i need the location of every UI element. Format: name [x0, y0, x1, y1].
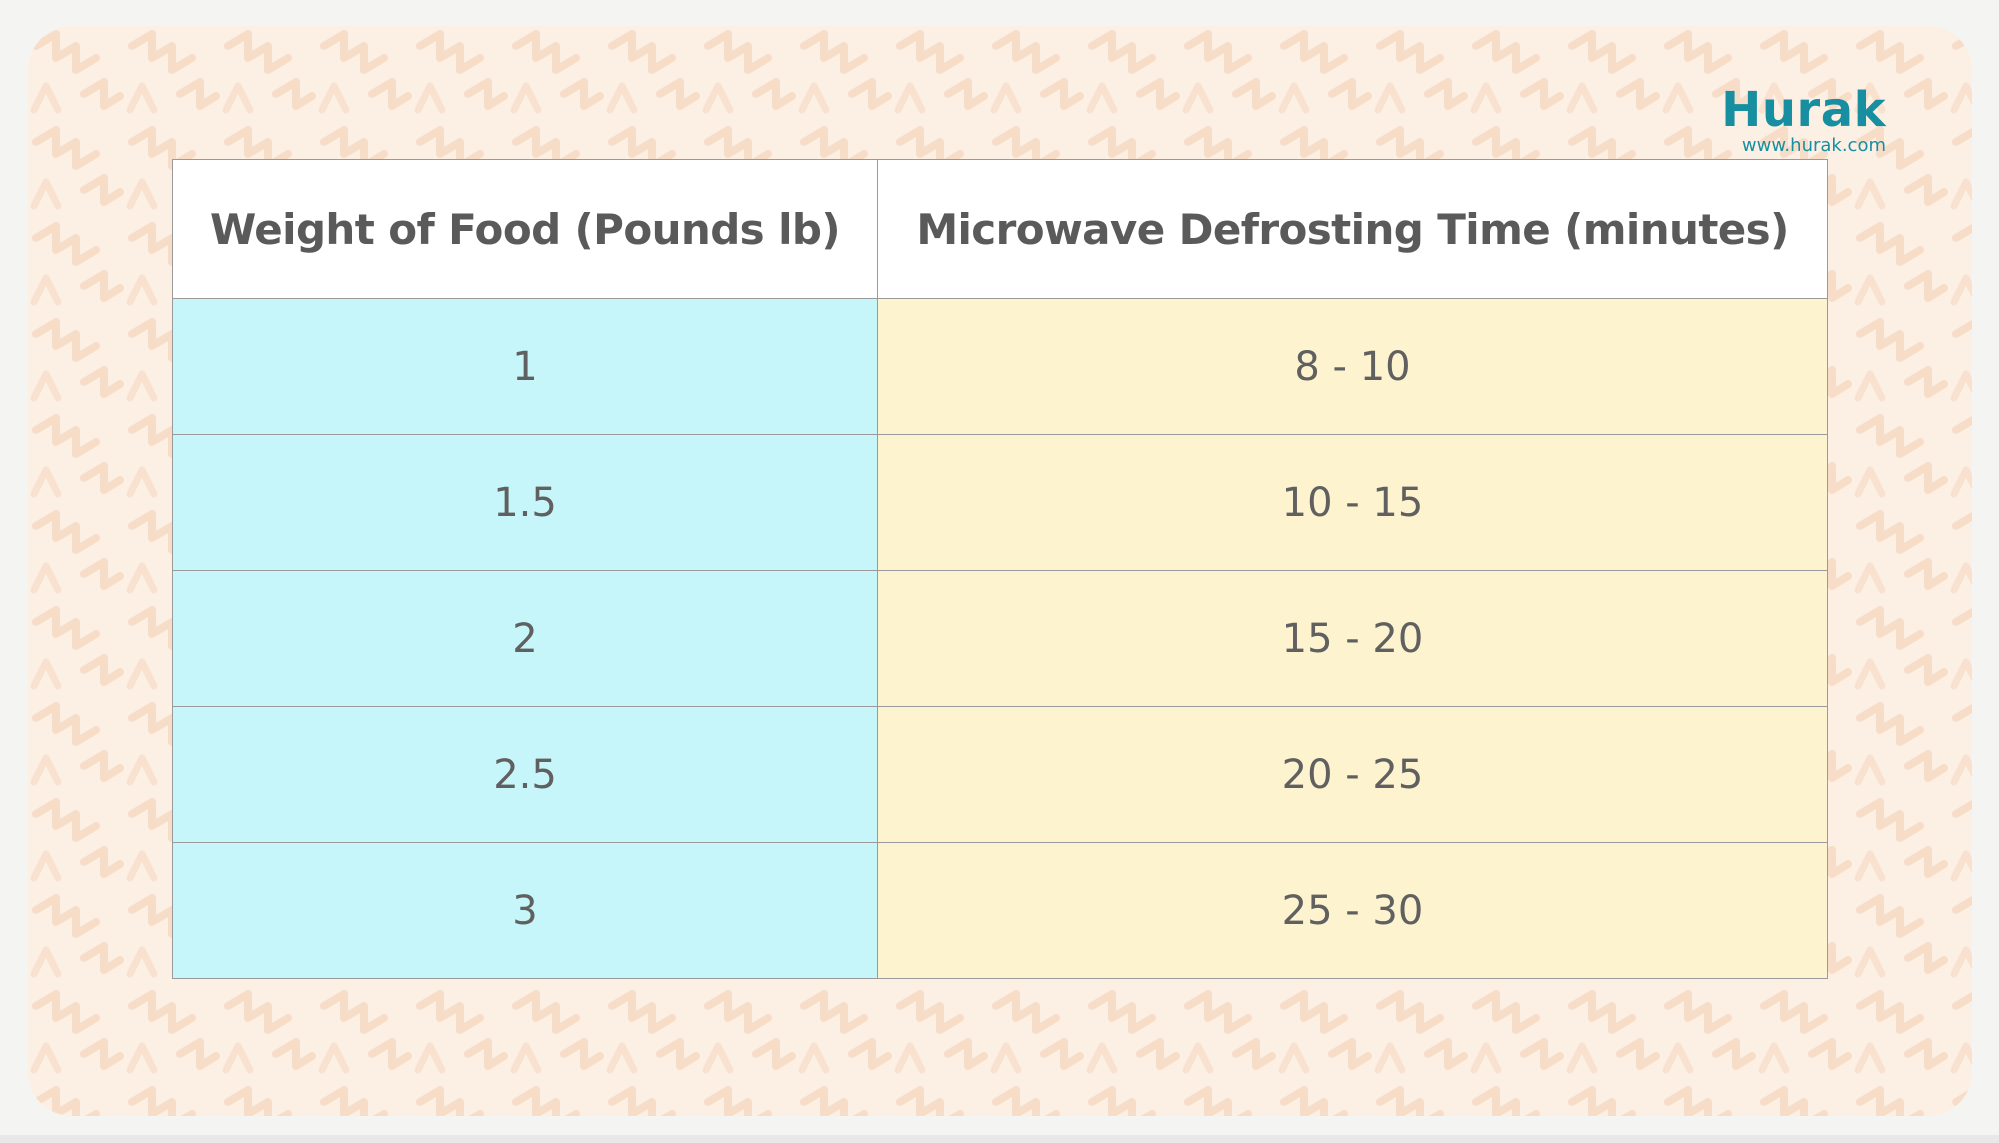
header-defrost-time: Microwave Defrosting Time (minutes)	[877, 159, 1828, 299]
weight-cell: 2.5	[172, 706, 878, 843]
brand-name: Hurak	[1721, 82, 1886, 138]
time-cell: 20 - 25	[877, 706, 1828, 843]
time-cell: 8 - 10	[877, 298, 1828, 435]
bottom-border	[0, 1135, 1999, 1143]
defrost-table-container: Weight of Food (Pounds lb) Microwave Def…	[172, 159, 1828, 979]
brand-logo: Hurak www.hurak.com	[1721, 84, 1886, 156]
time-cell: 15 - 20	[877, 570, 1828, 707]
table-row: 3 25 - 30	[172, 842, 1828, 979]
weight-cell: 1.5	[172, 434, 878, 571]
table-row: 1.5 10 - 15	[172, 434, 1828, 571]
table-row: 1 8 - 10	[172, 298, 1828, 435]
weight-cell: 1	[172, 298, 878, 435]
table-row: 2 15 - 20	[172, 570, 1828, 707]
time-cell: 10 - 15	[877, 434, 1828, 571]
table-row: 2.5 20 - 25	[172, 706, 1828, 843]
header-weight: Weight of Food (Pounds lb)	[172, 159, 878, 299]
weight-cell: 2	[172, 570, 878, 707]
time-cell: 25 - 30	[877, 842, 1828, 979]
brand-url: www.hurak.com	[1741, 135, 1886, 156]
defrost-table: Weight of Food (Pounds lb) Microwave Def…	[172, 159, 1828, 979]
weight-cell: 3	[172, 842, 878, 979]
table-header-row: Weight of Food (Pounds lb) Microwave Def…	[172, 159, 1828, 299]
